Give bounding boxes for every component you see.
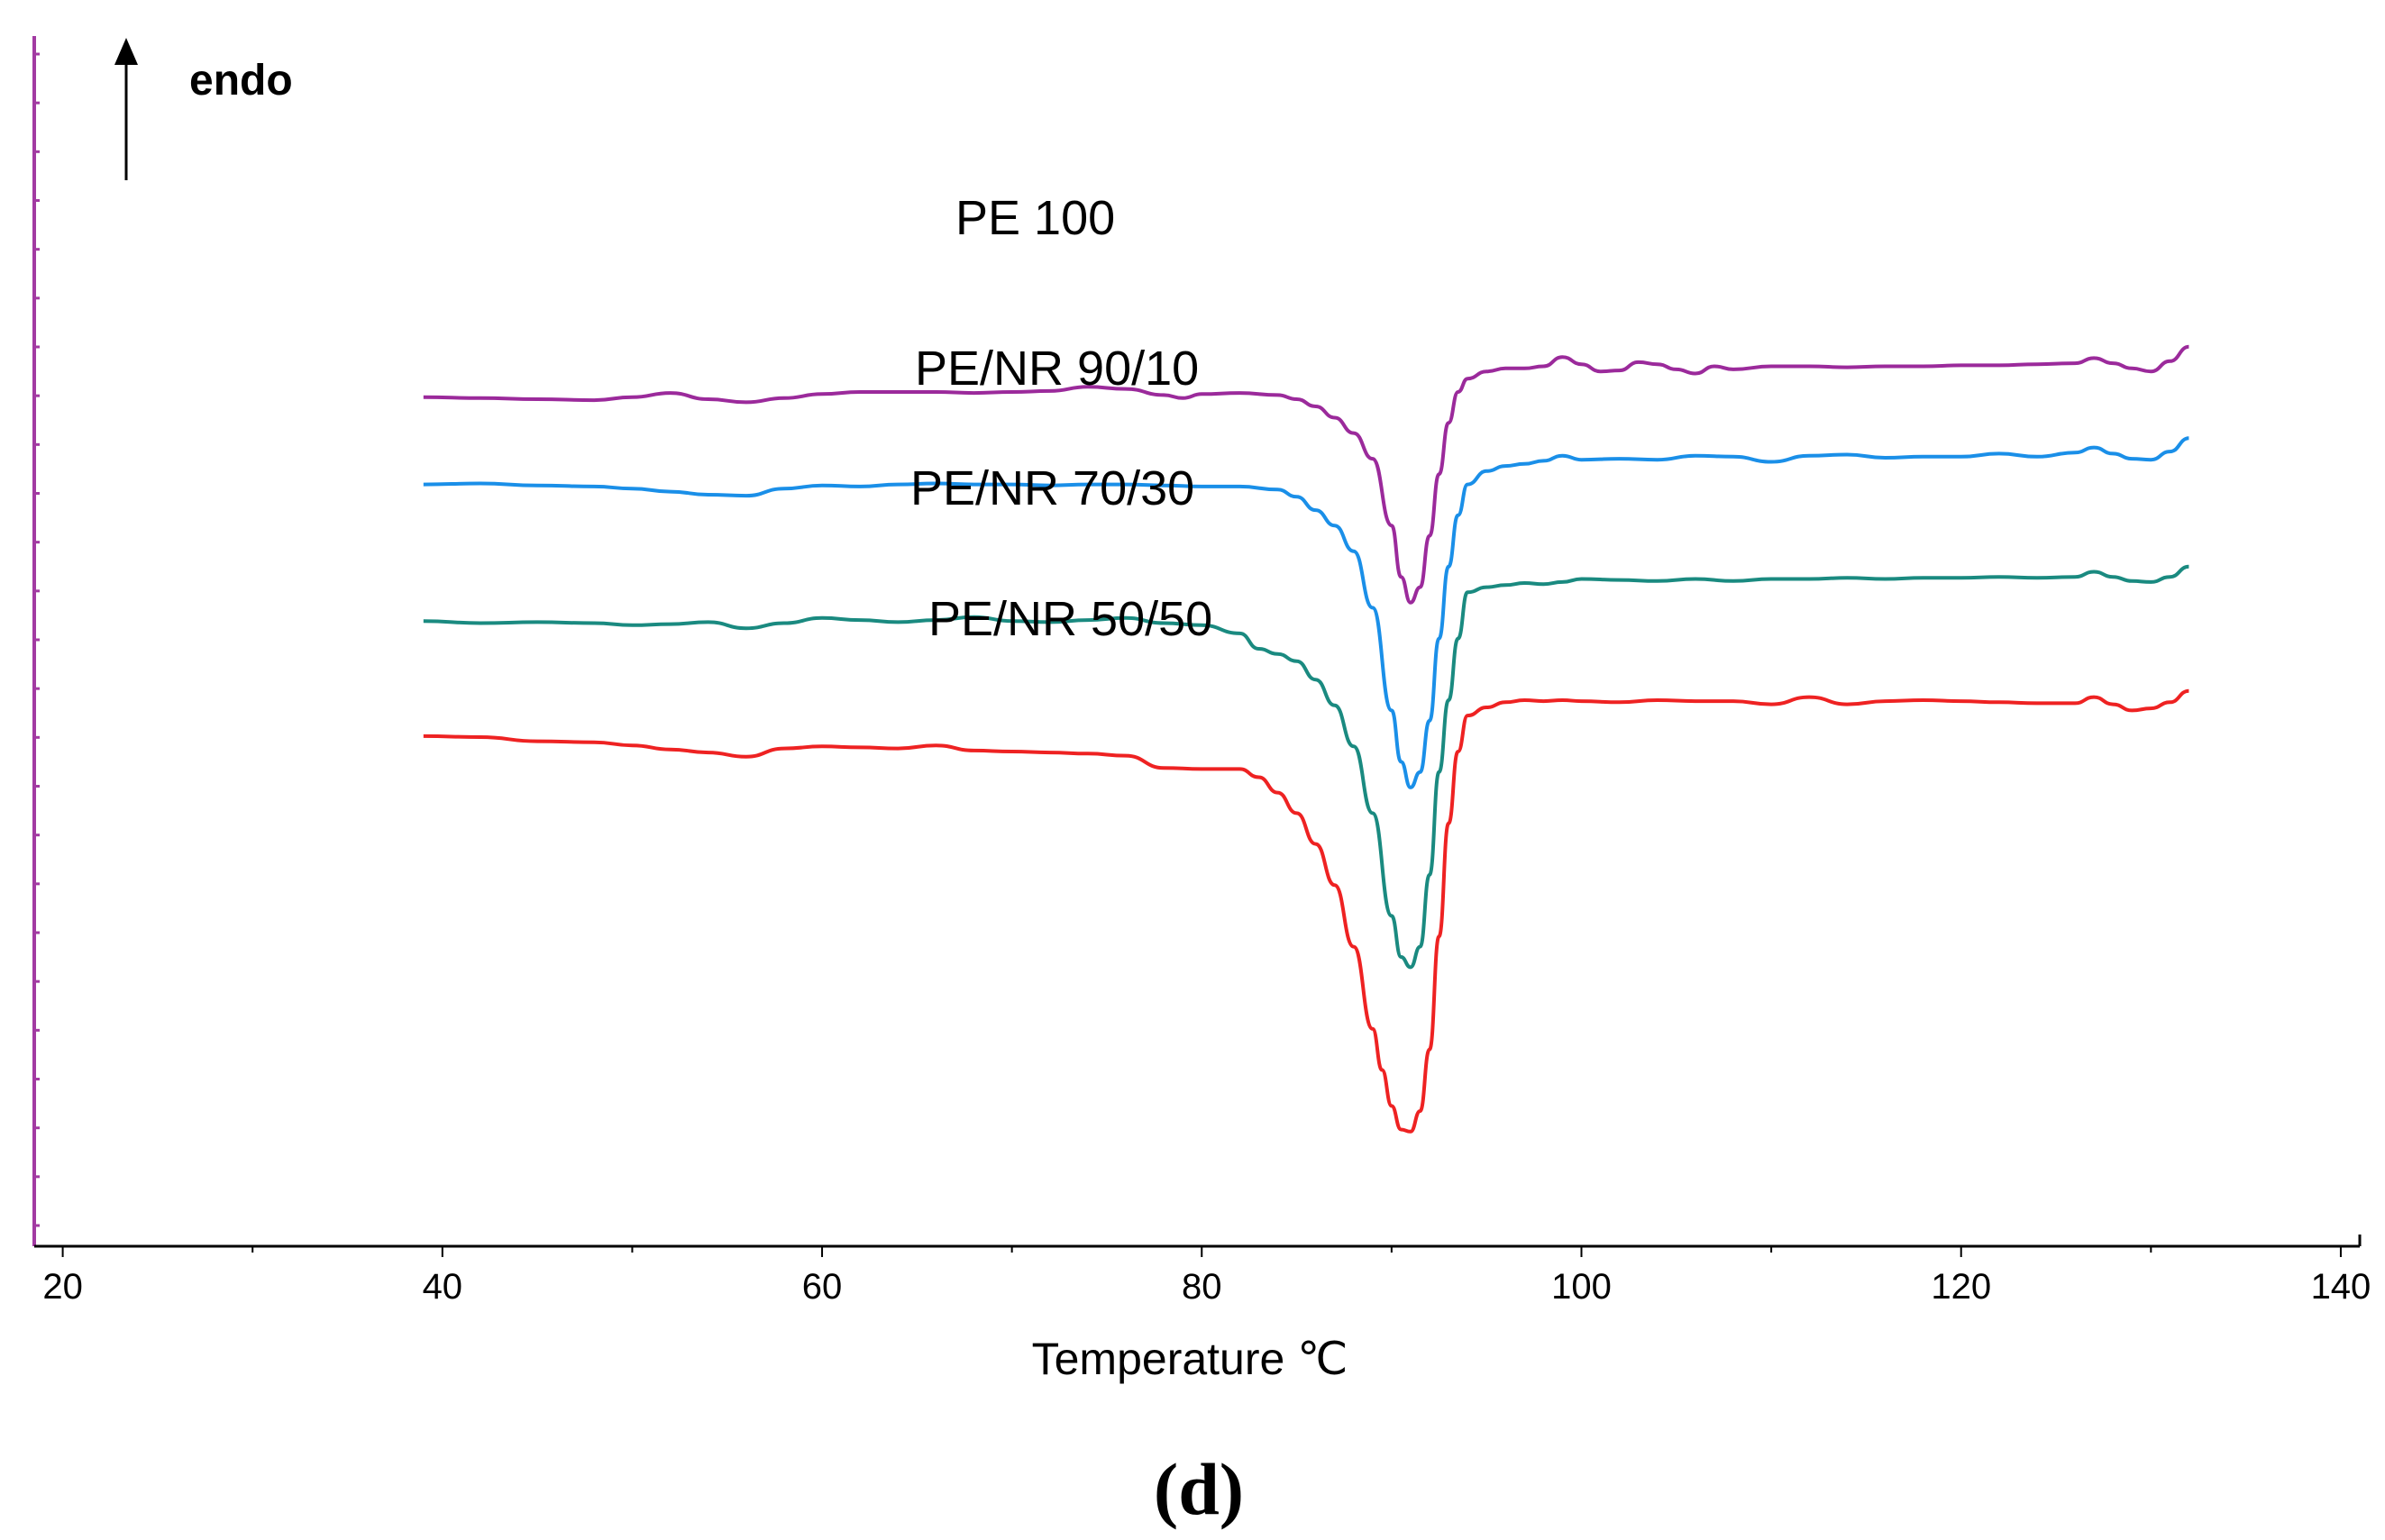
series-line-0 xyxy=(423,344,2189,605)
x-tick-label: 20 xyxy=(42,1267,83,1307)
panel-label: (d) xyxy=(1154,1448,1244,1530)
x-tick-label: 80 xyxy=(1182,1267,1222,1307)
series-label-pe100: PE 100 xyxy=(955,191,1115,245)
x-tick-label: 140 xyxy=(2311,1267,2371,1307)
endo-label: endo xyxy=(189,57,293,105)
y-ticks xyxy=(34,52,40,1227)
x-ticks: 20 40 60 80 100 120 140 xyxy=(42,1246,2371,1307)
endo-arrow-icon xyxy=(114,38,138,180)
x-tick-label: 120 xyxy=(1931,1267,1991,1307)
series-label-pe-nr-50-50: PE/NR 50/50 xyxy=(928,592,1212,646)
series-line-3 xyxy=(423,688,2189,1134)
x-tick-label: 100 xyxy=(1551,1267,1612,1307)
series-line-2 xyxy=(423,564,2189,970)
x-tick-label: 40 xyxy=(423,1267,463,1307)
series-label-pe-nr-90-10: PE/NR 90/10 xyxy=(915,342,1199,396)
series-label-pe-nr-70-30: PE/NR 70/30 xyxy=(910,461,1194,515)
x-axis-title: Temperature ℃ xyxy=(1032,1334,1348,1384)
x-tick-label: 60 xyxy=(802,1267,843,1307)
series-group xyxy=(423,344,2189,1134)
series-line-1 xyxy=(423,436,2189,789)
